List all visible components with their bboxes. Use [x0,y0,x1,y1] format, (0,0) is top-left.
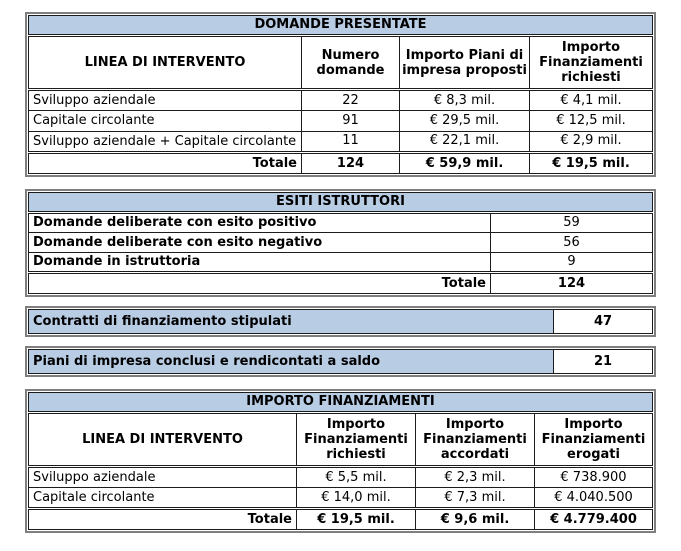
table-row: Contratti di finanziamento stipulati 47 [28,309,653,334]
row-label: Sviluppo aziendale + Capitale circolante [28,131,302,153]
row-label: Capitale circolante [28,110,302,132]
importo-proposti-value: € 29,5 mil. [399,110,530,132]
row-label: Capitale circolante [28,487,297,509]
column-header-finanziamenti-accordati: Importo Finanziamenti accordati [415,412,535,468]
row-value: 9 [490,252,653,273]
column-header-finanziamenti-richiesti: Importo Finanziamenti richiesti [296,412,416,468]
row-value: 59 [490,212,653,233]
table-row: Domande deliberate con esito positivo 59 [28,212,653,233]
table-row: Sviluppo aziendale + Capitale circolante… [28,131,653,153]
contratti-value: 47 [553,309,653,334]
column-header-importo-finanziamenti-richiesti: Importo Finanziamenti richiesti [529,35,653,91]
table-row: Capitale circolante € 14,0 mil. € 7,3 mi… [28,487,653,509]
importo-finanziamenti-table: IMPORTO FINANZIAMENTI LINEA DI INTERVENT… [28,392,653,530]
importo-richiesti-value: € 12,5 mil. [529,110,653,132]
importo-proposti-value: € 8,3 mil. [399,89,530,111]
erogati-value: € 738.900 [534,466,653,488]
table-piani-conclusi: Piani di impresa conclusi e rendicontati… [25,346,656,377]
importo-finanziamenti-title: IMPORTO FINANZIAMENTI [28,392,653,414]
column-header-linea-di-intervento: LINEA DI INTERVENTO [28,35,302,91]
table-row: Sviluppo aziendale 22 € 8,3 mil. € 4,1 m… [28,89,653,111]
total-row: Totale 124 [28,271,653,294]
contratti-stipulati-table: Contratti di finanziamento stipulati 47 [28,309,653,334]
total-importo-richiesti: € 19,5 mil. [529,151,653,174]
table-esiti-istruttori: ESITI ISTRUTTORI Domande deliberate con … [25,189,656,297]
column-header-numero-domande: Numero domande [301,35,400,91]
table-contratti-stipulati: Contratti di finanziamento stipulati 47 [25,306,656,337]
esiti-istruttori-table: ESITI ISTRUTTORI Domande deliberate con … [28,192,653,294]
richiesti-value: € 14,0 mil. [296,487,416,509]
contratti-label: Contratti di finanziamento stipulati [28,309,554,334]
column-header-linea-di-intervento: LINEA DI INTERVENTO [28,412,297,468]
row-label: Domande deliberate con esito negativo [28,232,491,253]
numero-domande-value: 22 [301,89,400,111]
numero-domande-value: 91 [301,110,400,132]
total-value: 124 [490,271,653,294]
total-numero-domande: 124 [301,151,400,174]
row-label: Domande in istruttoria [28,252,491,273]
row-value: 56 [490,232,653,253]
total-label: Totale [28,271,491,294]
total-importo-proposti: € 59,9 mil. [399,151,530,174]
total-label: Totale [28,507,297,530]
column-header-finanziamenti-erogati: Importo Finanziamenti erogati [534,412,653,468]
table-row: Domande in istruttoria 9 [28,252,653,273]
esiti-istruttori-title: ESITI ISTRUTTORI [28,192,653,214]
accordati-value: € 7,3 mil. [415,487,535,509]
domande-presentate-title: DOMANDE PRESENTATE [28,15,653,37]
importo-richiesti-value: € 4,1 mil. [529,89,653,111]
column-header-importo-piani-proposti: Importo Piani di impresa proposti [399,35,530,91]
table-importo-finanziamenti: IMPORTO FINANZIAMENTI LINEA DI INTERVENT… [25,389,656,533]
domande-presentate-table: DOMANDE PRESENTATE LINEA DI INTERVENTO N… [28,15,653,174]
piani-value: 21 [553,349,653,374]
total-accordati: € 9,6 mil. [415,507,535,530]
piani-label: Piani di impresa conclusi e rendicontati… [28,349,554,374]
total-richiesti: € 19,5 mil. [296,507,416,530]
report-page: DOMANDE PRESENTATE LINEA DI INTERVENTO N… [25,12,656,533]
richiesti-value: € 5,5 mil. [296,466,416,488]
piani-conclusi-table: Piani di impresa conclusi e rendicontati… [28,349,653,374]
total-row: Totale € 19,5 mil. € 9,6 mil. € 4.779.40… [28,507,653,530]
row-label: Sviluppo aziendale [28,466,297,488]
total-label: Totale [28,151,302,174]
importo-richiesti-value: € 2,9 mil. [529,131,653,153]
total-erogati: € 4.779.400 [534,507,653,530]
row-label: Domande deliberate con esito positivo [28,212,491,233]
table-row: Capitale circolante 91 € 29,5 mil. € 12,… [28,110,653,132]
table-row: Piani di impresa conclusi e rendicontati… [28,349,653,374]
importo-proposti-value: € 22,1 mil. [399,131,530,153]
row-label: Sviluppo aziendale [28,89,302,111]
numero-domande-value: 11 [301,131,400,153]
total-row: Totale 124 € 59,9 mil. € 19,5 mil. [28,151,653,174]
table-row: Sviluppo aziendale € 5,5 mil. € 2,3 mil.… [28,466,653,488]
accordati-value: € 2,3 mil. [415,466,535,488]
table-row: Domande deliberate con esito negativo 56 [28,232,653,253]
table-domande-presentate: DOMANDE PRESENTATE LINEA DI INTERVENTO N… [25,12,656,177]
erogati-value: € 4.040.500 [534,487,653,509]
